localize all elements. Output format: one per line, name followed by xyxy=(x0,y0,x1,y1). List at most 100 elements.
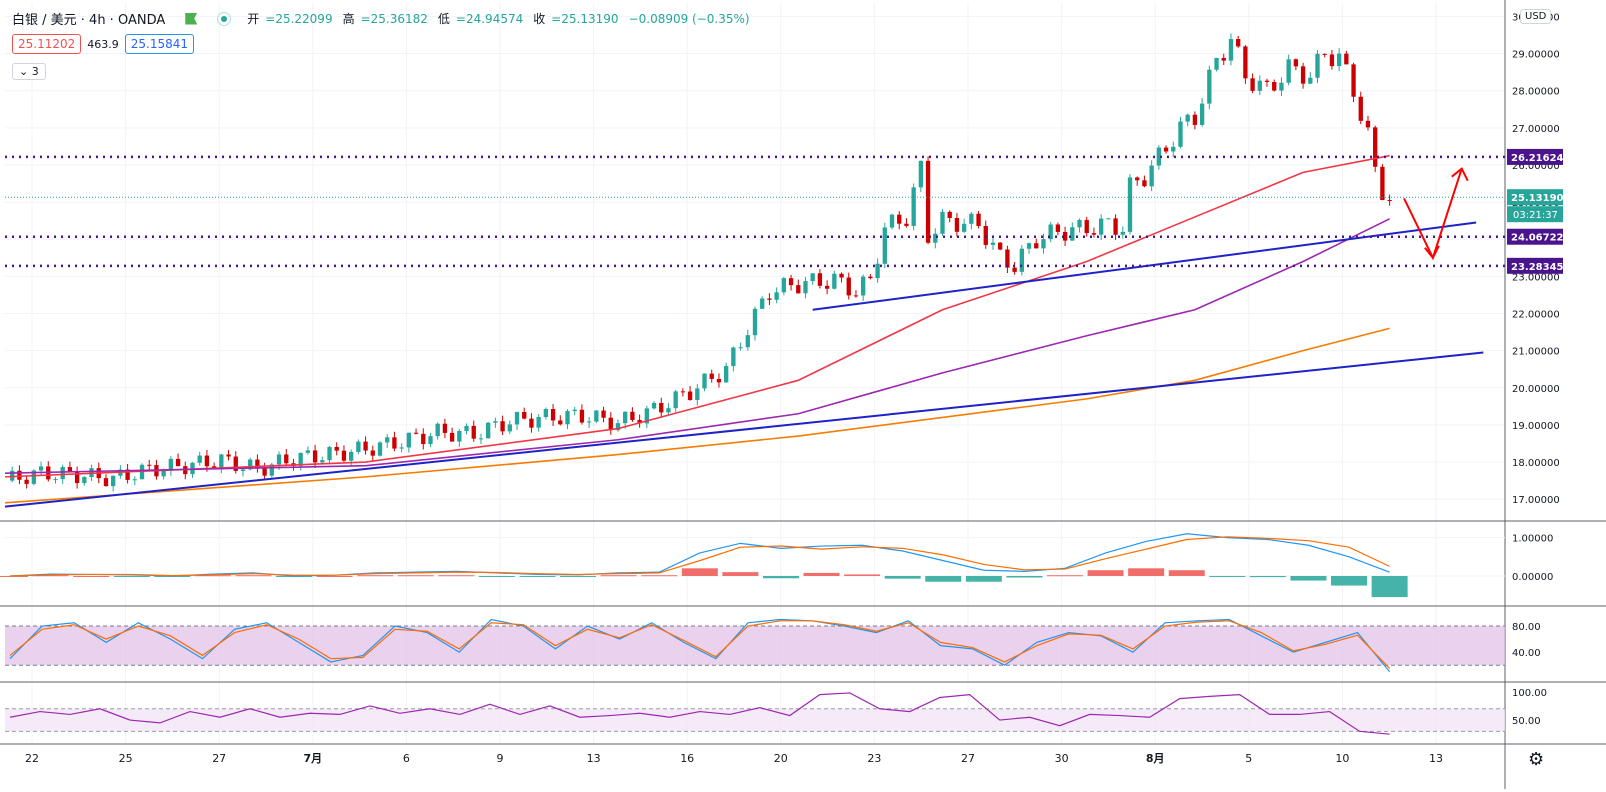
candle-body xyxy=(320,460,325,463)
candle-body xyxy=(1077,219,1082,228)
macd-histogram-bar xyxy=(1168,570,1205,576)
candle-body xyxy=(695,388,700,400)
y-tick-label: 29.00000 xyxy=(1512,50,1560,61)
candle-body xyxy=(976,213,981,226)
candle-body xyxy=(752,308,758,336)
macd-histogram-bar xyxy=(1331,575,1368,586)
candle-body xyxy=(356,441,361,452)
candle-body xyxy=(125,469,130,480)
macd-histogram-bar xyxy=(438,575,475,577)
x-tick-label: 13 xyxy=(587,752,601,765)
candle-body xyxy=(103,478,109,487)
x-tick-label: 25 xyxy=(119,752,133,765)
candle-body xyxy=(197,455,202,463)
symbol-title[interactable]: 白银 / 美元 · 4h · OANDA xyxy=(12,13,166,28)
candle-body xyxy=(1041,239,1046,249)
macd-histogram-bar xyxy=(925,575,962,582)
candle-body xyxy=(17,470,22,480)
x-tick-label: 6 xyxy=(403,752,410,765)
gear-icon[interactable]: ⚙ xyxy=(1528,749,1545,770)
candle-body xyxy=(1178,121,1183,147)
candle-body xyxy=(745,335,750,348)
buy-button[interactable]: 25.15841 xyxy=(124,34,195,54)
countdown-label: 03:21:37 xyxy=(1513,210,1558,221)
candle-body xyxy=(1084,219,1089,234)
level-badge-label: 26.21624 xyxy=(1511,153,1564,164)
candle-body xyxy=(60,467,65,480)
sell-button[interactable]: 25.11202 xyxy=(12,34,82,54)
candle-body xyxy=(255,459,260,468)
x-tick-label: 27 xyxy=(961,752,975,765)
candle-body xyxy=(1264,80,1270,82)
candle-body xyxy=(1329,54,1335,67)
x-tick-label: 16 xyxy=(680,752,694,765)
low-label: 低 xyxy=(437,12,450,26)
candle-body xyxy=(889,214,895,228)
candle-body xyxy=(284,454,289,464)
close-value: =25.13190 xyxy=(551,11,619,26)
high-value: =25.36182 xyxy=(360,11,428,26)
candle-body xyxy=(868,276,873,279)
candle-body xyxy=(623,411,628,424)
candle-body xyxy=(38,466,44,471)
candle-body xyxy=(1199,103,1205,125)
candle-body xyxy=(240,469,246,471)
candle-body xyxy=(601,410,606,418)
y-tick-label: 40.00 xyxy=(1512,648,1541,659)
candle-body xyxy=(1135,177,1140,181)
candle-body xyxy=(954,217,960,232)
low-value: =24.94574 xyxy=(455,11,524,26)
open-label: 开 xyxy=(247,12,260,26)
candle-body xyxy=(327,446,332,461)
candle-body xyxy=(74,471,80,484)
macd-histogram-bar xyxy=(478,575,515,577)
chevron-down-icon: ⌄ xyxy=(19,65,29,78)
y-tick-label: 50.00 xyxy=(1512,716,1541,727)
candle-body xyxy=(817,273,823,286)
x-tick-label: 9 xyxy=(497,752,504,765)
candle-body xyxy=(579,409,585,423)
candle-body xyxy=(918,160,924,188)
macd-histogram-bar xyxy=(803,572,840,576)
candle-body xyxy=(839,273,844,278)
candle-body xyxy=(1185,114,1190,122)
status-dot-icon xyxy=(217,11,232,26)
candle-body xyxy=(882,227,887,264)
candle-body xyxy=(572,409,577,412)
indicator-toggle-button[interactable]: ⌄ 3 xyxy=(12,63,46,80)
candle-body xyxy=(478,438,484,440)
macd-histogram-bar xyxy=(1290,575,1327,581)
candle-body xyxy=(139,464,145,480)
candle-body xyxy=(1156,147,1162,166)
candle-body xyxy=(442,423,448,433)
candle-body xyxy=(1005,249,1010,268)
high-label: 高 xyxy=(342,12,355,26)
stochastic-line xyxy=(9,620,1391,669)
y-tick-label: 0.00000 xyxy=(1512,572,1553,583)
open-value: =25.22099 xyxy=(265,11,333,26)
candle-body xyxy=(1012,267,1017,272)
flag-icon[interactable] xyxy=(185,12,198,25)
y-tick-label: 26.00000 xyxy=(1512,161,1560,172)
candle-body xyxy=(413,432,419,434)
macd-histogram-bar xyxy=(1209,575,1246,577)
candle-body xyxy=(24,479,29,484)
currency-badge[interactable]: USD xyxy=(1520,9,1552,24)
candle-body xyxy=(1380,166,1385,201)
candle-body xyxy=(543,409,549,418)
candle-body xyxy=(175,458,181,467)
y-tick-label: 28.00000 xyxy=(1512,87,1560,98)
candle-body xyxy=(1048,224,1053,240)
candle-body xyxy=(767,298,772,300)
moving-average-line xyxy=(4,218,1390,474)
candle-body xyxy=(1279,82,1284,91)
candle-body xyxy=(608,417,613,431)
candle-body xyxy=(1293,59,1299,67)
candle-body xyxy=(637,419,642,424)
candle-body xyxy=(1351,64,1356,97)
candle-body xyxy=(651,402,657,409)
candle-body xyxy=(666,408,671,413)
macd-histogram-bar xyxy=(1047,575,1083,577)
